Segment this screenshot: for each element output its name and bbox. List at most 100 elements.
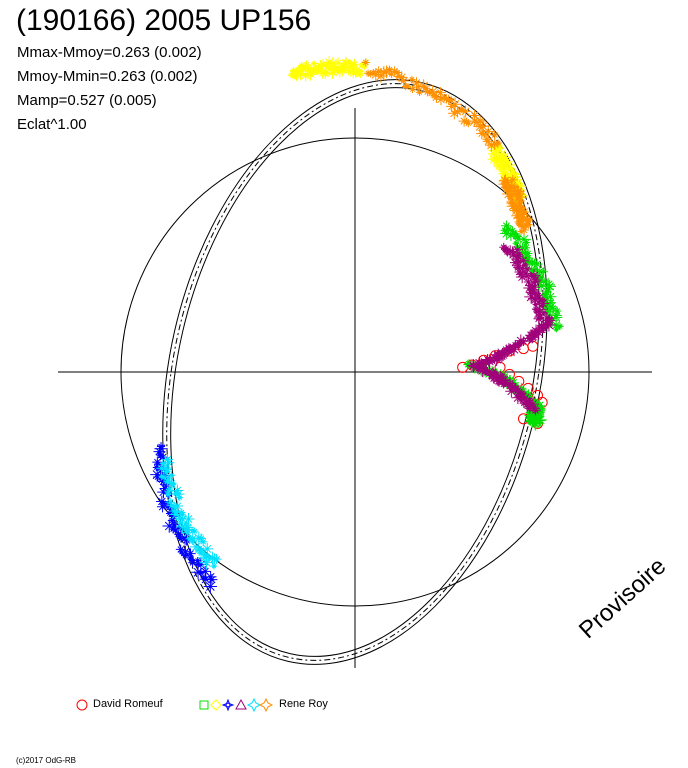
data-point-star bbox=[502, 184, 509, 191]
data-point-star bbox=[556, 322, 564, 331]
data-point-star bbox=[514, 342, 522, 350]
data-point-star bbox=[468, 115, 481, 128]
data-point-star bbox=[446, 100, 458, 112]
data-point-star bbox=[299, 68, 313, 82]
data-point-star bbox=[152, 457, 163, 468]
data-point-star bbox=[175, 512, 189, 526]
data-point-star bbox=[517, 396, 524, 403]
data-point-star bbox=[528, 291, 542, 306]
data-point-star bbox=[531, 258, 543, 270]
data-point-star bbox=[211, 553, 222, 565]
data-point-star bbox=[514, 217, 525, 227]
data-point-star bbox=[457, 105, 465, 113]
data-point-star bbox=[204, 571, 217, 583]
data-point-star bbox=[527, 335, 535, 343]
data-point-star bbox=[499, 380, 508, 389]
data-point-star bbox=[540, 309, 548, 316]
data-point-star bbox=[287, 71, 296, 80]
data-point-star bbox=[194, 545, 204, 555]
data-point-star bbox=[460, 107, 467, 114]
data-point-star bbox=[158, 472, 170, 483]
data-point-star bbox=[524, 403, 535, 414]
data-point-star bbox=[210, 562, 218, 570]
data-point-star bbox=[496, 354, 503, 361]
data-point-star bbox=[189, 527, 196, 534]
data-point-star bbox=[392, 68, 402, 77]
data-point-star bbox=[165, 497, 175, 507]
data-point-star bbox=[507, 226, 518, 236]
data-point-star bbox=[171, 484, 184, 497]
data-point-star bbox=[473, 356, 486, 370]
data-point-star bbox=[170, 481, 177, 488]
data-point-star bbox=[544, 312, 552, 320]
data-point-star bbox=[510, 201, 519, 210]
data-point-star bbox=[516, 198, 524, 205]
data-point-star bbox=[516, 208, 529, 221]
legend-circle-marker bbox=[76, 699, 88, 711]
data-point-star bbox=[539, 327, 546, 334]
data-point-star bbox=[509, 383, 517, 391]
data-point-star bbox=[522, 238, 531, 247]
data-point-star bbox=[514, 195, 522, 203]
data-point-star bbox=[310, 60, 318, 67]
data-point-star bbox=[480, 356, 493, 370]
data-point-star bbox=[380, 65, 393, 79]
data-point-star bbox=[169, 506, 180, 517]
legend-triangle-marker bbox=[235, 698, 247, 710]
data-point-star bbox=[485, 138, 498, 152]
data-point-star bbox=[206, 551, 219, 565]
data-point-star bbox=[528, 414, 535, 421]
data-point-star bbox=[408, 75, 416, 83]
data-point-star bbox=[501, 220, 512, 232]
data-point-star bbox=[288, 69, 297, 78]
data-point-star bbox=[158, 452, 168, 463]
data-point-star bbox=[525, 287, 536, 298]
data-point-star bbox=[524, 220, 533, 229]
data-point-star bbox=[532, 301, 539, 308]
data-point-star bbox=[516, 383, 527, 394]
data-point-star bbox=[199, 572, 213, 586]
data-point-star bbox=[516, 215, 529, 228]
data-point-star bbox=[302, 60, 311, 70]
data-point-star bbox=[150, 467, 165, 482]
data-point-star bbox=[175, 544, 186, 555]
data-point-star bbox=[169, 519, 180, 531]
data-point-star bbox=[387, 70, 396, 79]
legend-square-marker bbox=[199, 700, 209, 710]
data-point-star bbox=[464, 119, 473, 128]
data-point-star bbox=[323, 60, 334, 71]
data-point-star bbox=[344, 61, 358, 75]
data-point-star bbox=[159, 460, 167, 467]
data-point-star bbox=[451, 106, 464, 118]
data-point-star bbox=[507, 246, 518, 257]
data-point-star bbox=[294, 63, 309, 78]
data-point-star bbox=[493, 377, 503, 386]
data-point-star bbox=[501, 156, 512, 167]
data-point-star bbox=[408, 85, 417, 94]
data-point-star bbox=[514, 250, 523, 259]
data-points bbox=[150, 55, 564, 594]
data-point-star bbox=[530, 289, 538, 296]
data-point-star bbox=[547, 303, 558, 314]
data-point-star bbox=[517, 254, 529, 267]
data-point-star bbox=[154, 442, 168, 456]
data-point-star bbox=[164, 477, 175, 488]
legend-diamond-marker bbox=[210, 699, 222, 711]
data-point-star bbox=[525, 417, 535, 426]
data-point-star bbox=[299, 61, 312, 74]
data-point-star bbox=[513, 190, 527, 204]
data-point-star bbox=[530, 273, 539, 282]
data-point-star bbox=[164, 491, 172, 498]
data-point-star bbox=[356, 69, 365, 78]
data-point-star bbox=[360, 62, 369, 70]
data-point-star bbox=[389, 66, 400, 77]
data-point-star bbox=[518, 391, 532, 405]
data-point-star bbox=[549, 310, 563, 324]
data-point-star bbox=[505, 181, 518, 193]
stat-max-minus-mean: Mmax-Mmoy=0.263 (0.002) bbox=[17, 44, 202, 61]
data-point-star bbox=[502, 177, 513, 187]
data-point-star bbox=[197, 549, 206, 558]
data-point-star bbox=[513, 262, 523, 273]
data-point-star bbox=[413, 81, 424, 93]
data-point-star bbox=[535, 278, 544, 287]
